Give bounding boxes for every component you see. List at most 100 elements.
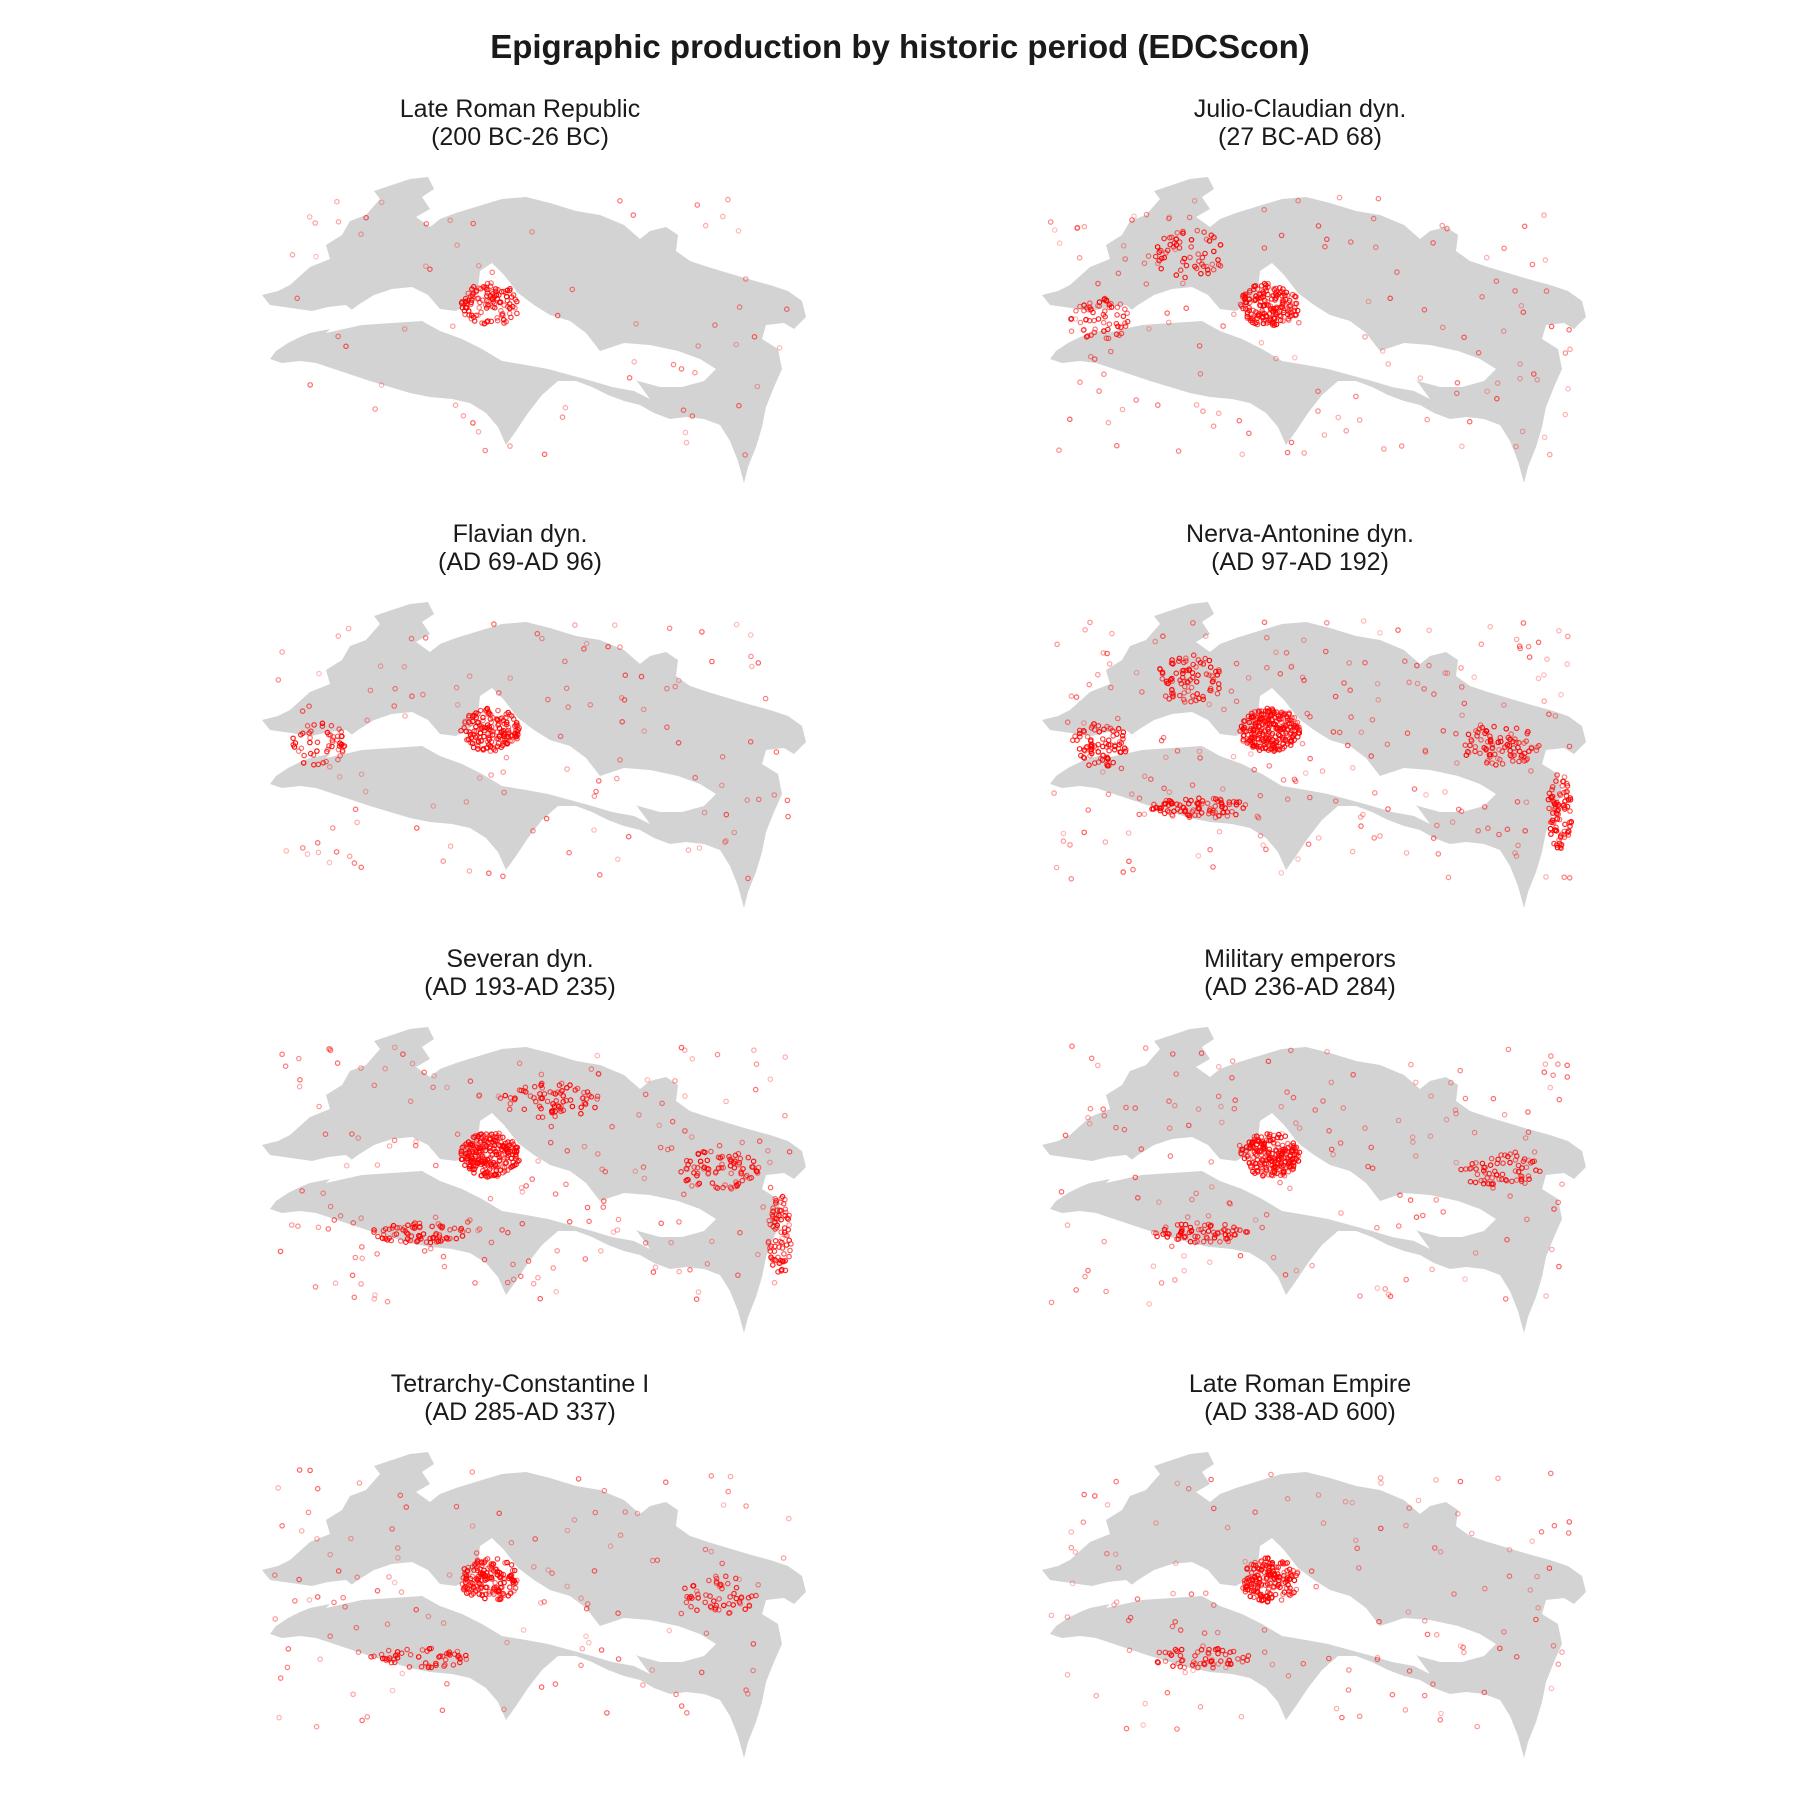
inscription-point	[1478, 737, 1484, 743]
inscription-point	[1554, 815, 1560, 822]
inscription-point	[1187, 254, 1193, 261]
inscription-point	[1200, 1238, 1207, 1245]
inscription-point	[353, 1624, 360, 1631]
inscription-point	[409, 1060, 416, 1067]
inscription-point	[397, 1238, 404, 1244]
inscription-point	[1206, 701, 1213, 708]
inscription-point	[1387, 1293, 1394, 1300]
inscription-point	[304, 851, 311, 857]
inscription-point	[1523, 799, 1530, 806]
inscription-point	[1455, 806, 1462, 813]
inscription-point	[314, 1536, 320, 1542]
inscription-point	[1453, 730, 1459, 737]
inscription-point	[786, 1222, 793, 1228]
inscription-point	[312, 1284, 319, 1290]
inscription-point	[1143, 281, 1150, 287]
panel-title-name: Military emperors	[1204, 945, 1396, 973]
inscription-point	[491, 304, 498, 311]
inscription-point	[1270, 742, 1276, 749]
inscription-point	[1404, 730, 1411, 737]
inscription-point	[693, 1588, 700, 1595]
inscription-point	[611, 622, 618, 628]
inscription-point	[778, 1195, 785, 1202]
inscription-point	[716, 1596, 722, 1602]
inscription-point	[602, 1168, 609, 1175]
map-panel: Late Roman Republic (200 BC-26 BC)	[130, 95, 910, 520]
inscription-point	[306, 703, 312, 710]
inscription-point	[1152, 253, 1159, 260]
inscription-point	[1156, 805, 1163, 812]
sea-area	[600, 768, 716, 812]
inscription-point	[1096, 388, 1102, 394]
inscription-point	[1541, 672, 1547, 678]
inscription-point	[1277, 1179, 1283, 1186]
inscription-point	[1374, 1656, 1381, 1663]
inscription-point	[1402, 1707, 1409, 1713]
inscription-point	[1547, 819, 1554, 826]
inscription-point	[1093, 1692, 1100, 1699]
inscription-point	[1198, 1050, 1205, 1057]
inscription-point	[1200, 661, 1207, 667]
inscription-point	[1192, 1660, 1199, 1667]
inscription-point	[1251, 1154, 1257, 1161]
inscription-point	[738, 1595, 745, 1601]
inscription-point	[1278, 288, 1285, 295]
inscription-point	[1161, 785, 1167, 792]
inscription-point	[1473, 1166, 1479, 1172]
inscription-point	[723, 1098, 729, 1105]
inscription-point	[1150, 1263, 1157, 1270]
inscription-point	[678, 1610, 685, 1617]
inscription-point	[1273, 355, 1279, 362]
inscription-point	[1485, 825, 1491, 832]
inscription-point	[465, 290, 472, 297]
inscription-point	[407, 1098, 414, 1105]
inscription-point	[441, 1263, 448, 1270]
inscription-point	[469, 1523, 476, 1529]
inscription-point	[272, 1616, 279, 1622]
inscription-point	[1564, 829, 1571, 836]
inscription-point	[1212, 668, 1219, 675]
inscription-point	[565, 704, 572, 710]
inscription-point	[1520, 1158, 1527, 1165]
inscription-point	[1174, 230, 1181, 236]
inscription-point	[415, 1654, 422, 1660]
inscription-point	[1095, 280, 1101, 287]
inscription-point	[607, 1543, 614, 1549]
inscription-point	[636, 1112, 642, 1118]
inscription-point	[1174, 1236, 1180, 1243]
inscription-point	[755, 1251, 761, 1258]
inscription-point	[1549, 810, 1556, 816]
inscription-point	[1216, 813, 1222, 819]
inscription-point	[407, 1237, 414, 1244]
inscription-point	[678, 1169, 684, 1175]
inscription-point	[352, 806, 359, 813]
inscription-point	[310, 752, 317, 758]
inscription-point	[1163, 797, 1170, 804]
inscription-point	[291, 744, 298, 750]
inscription-point	[1262, 1555, 1269, 1562]
inscription-point	[1271, 748, 1277, 755]
inscription-point	[1513, 443, 1519, 450]
inscription-point	[780, 1200, 787, 1207]
inscription-point	[1457, 1478, 1464, 1485]
inscription-point	[1320, 1098, 1326, 1104]
inscription-point	[1357, 1293, 1363, 1299]
inscription-point	[1409, 1134, 1416, 1141]
inscription-point	[1524, 756, 1531, 762]
inscription-point	[1141, 260, 1148, 267]
inscription-point	[1196, 343, 1203, 349]
inscription-point	[708, 1472, 715, 1479]
inscription-point	[440, 1620, 447, 1626]
inscription-point	[1174, 1480, 1181, 1487]
inscription-point	[392, 685, 398, 692]
inscription-point	[1101, 726, 1107, 733]
inscription-point	[1241, 727, 1248, 734]
inscription-point	[594, 1096, 601, 1102]
inscription-point	[1419, 1212, 1426, 1219]
inscription-point	[296, 1576, 302, 1583]
sea-area	[600, 343, 716, 387]
map-panel: Late Roman Empire (AD 338-AD 600)	[910, 1370, 1690, 1795]
inscription-point	[1499, 1171, 1506, 1178]
inscription-point	[1475, 350, 1482, 356]
inscription-point	[1166, 696, 1173, 702]
